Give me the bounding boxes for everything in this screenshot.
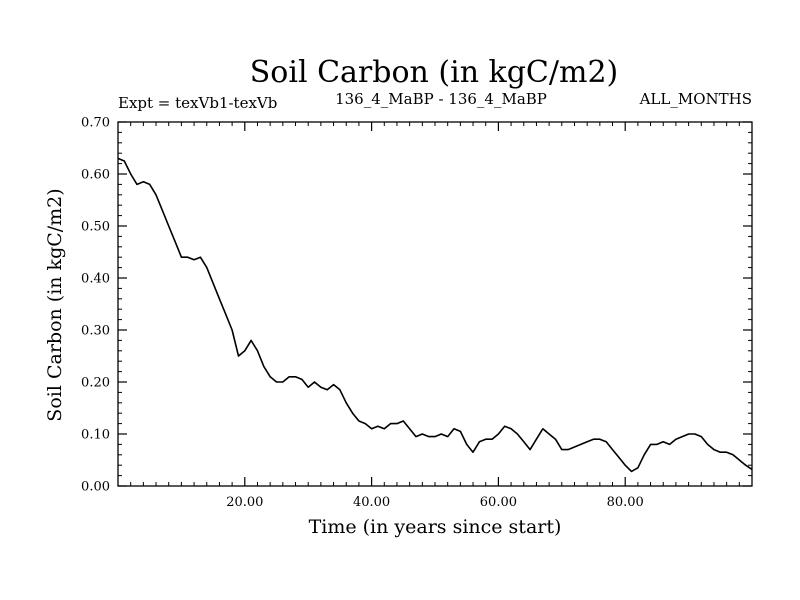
y-tick-label: 0.60 (81, 168, 110, 183)
chart-subtitle-center: 136_4_MaBP - 136_4_MaBP (335, 90, 547, 108)
y-tick-label: 0.00 (81, 480, 110, 495)
x-tick-label: 60.00 (480, 495, 517, 510)
y-tick-label: 0.70 (81, 116, 110, 131)
y-tick-label: 0.20 (81, 376, 110, 391)
x-axis-label: Time (in years since start) (309, 516, 562, 538)
axis-ticks: 20.00 40.00 60.00 80.00 0.00 0.10 0.20 0.30 0.40… (81, 116, 752, 510)
y-tick-label: 0.50 (81, 220, 110, 235)
y-axis-label: Soil Carbon (in kgC/m2) (44, 188, 66, 421)
y-tick-label: 0.40 (81, 272, 110, 287)
y-tick-label: 0.30 (81, 324, 110, 339)
x-tick-label: 40.00 (353, 495, 390, 510)
x-tick-label: 20.00 (226, 495, 263, 510)
y-tick-label: 0.10 (81, 428, 110, 443)
series-line-soil-carbon (117, 157, 753, 473)
plot-frame (117, 121, 753, 487)
chart-subtitle-right: ALL_MONTHS (639, 90, 752, 108)
chart-title: Soil Carbon (in kgC/m2) (250, 55, 618, 90)
x-tick-label: 80.00 (607, 495, 644, 510)
chart-subtitle-left: Expt = texVb1-texVb (118, 94, 277, 112)
